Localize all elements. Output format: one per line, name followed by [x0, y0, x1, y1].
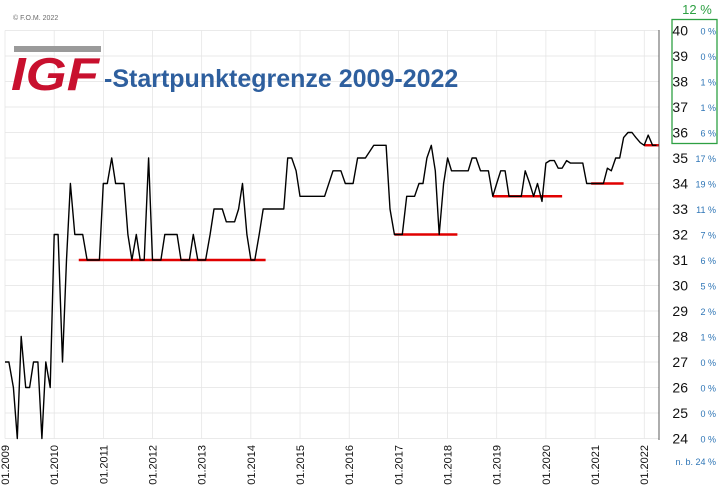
chart-title: -Startpunktegrenze 2009-2022 [104, 65, 458, 93]
logo: IGF [11, 46, 101, 100]
percent-label: 0 % [700, 27, 716, 37]
percent-label: 1 % [700, 78, 716, 88]
x-tick-label: 01.2011 [98, 445, 110, 484]
y-tick-label: 36 [672, 125, 688, 141]
percent-label: 11 % [696, 205, 716, 215]
y-tick-label: 29 [672, 303, 688, 319]
y-tick-label: 32 [672, 227, 688, 243]
x-tick-label: 01.2017 [393, 445, 405, 485]
percent-header: 12 % [682, 2, 712, 17]
y-tick-label: 35 [672, 150, 688, 166]
percent-label: 19 % [695, 180, 716, 190]
x-tick-label: 01.2015 [295, 445, 307, 485]
percent-label: 0 % [700, 409, 716, 419]
y-tick-label: 34 [672, 176, 688, 192]
y-tick-label: 30 [672, 278, 688, 294]
y-tick-label: 25 [672, 405, 688, 421]
x-tick-label: 01.2021 [590, 445, 602, 485]
highlight-box [671, 18, 718, 145]
threshold-segments [78, 144, 659, 262]
y-tick-label: 24 [672, 431, 688, 447]
x-tick-label: 01.2019 [492, 445, 504, 485]
percent-label: 6 % [700, 129, 716, 139]
y-tick-label: 33 [672, 201, 688, 217]
percent-labels: 0 % 0 % 1 % 1 % 6 % 17 % 19 % 11 % 7 % 6 % 5 % 2 % 1… [695, 27, 716, 445]
x-tick-label: 01.2010 [49, 445, 61, 485]
x-tick-label: 01.2012 [148, 445, 160, 485]
y-tick-label: 39 [672, 48, 688, 64]
percent-label: 2 % [700, 307, 716, 317]
y-tick-label: 27 [672, 354, 688, 370]
y-tick-label: 40 [672, 23, 688, 39]
y-tick-labels: 40 39 38 37 36 35 34 33 32 31 30 29 28 27 26 25 24 [672, 23, 688, 447]
logo-bar [14, 46, 101, 52]
x-tick-label: 01.2009 [0, 445, 12, 485]
copyright-text: © F.O.M. 2022 [13, 14, 58, 22]
percent-highlight [671, 18, 718, 145]
percent-label: 1 % [700, 103, 716, 113]
percent-label: 1 % [700, 333, 716, 343]
y-tick-label: 26 [672, 380, 688, 396]
x-tick-label: 01.2020 [541, 445, 553, 485]
percent-label: 0 % [700, 435, 716, 445]
logo-text: IGF [11, 48, 101, 100]
percent-label: 5 % [700, 282, 716, 292]
y-tick-label: 37 [672, 99, 688, 115]
x-tick-label: 01.2016 [344, 445, 356, 485]
y-tick-label: 28 [672, 329, 688, 345]
percent-label: 0 % [700, 384, 716, 394]
percent-footer: n. b. 24 % [675, 457, 716, 467]
percent-label: 6 % [700, 256, 716, 266]
percent-label: 0 % [700, 52, 716, 62]
percent-label: 17 % [695, 154, 716, 164]
chart-grid [4, 30, 659, 439]
x-tick-labels: 01.2009 01.2010 01.2011 01.2012 01.2013 01.20… [0, 445, 651, 485]
y-tick-label: 38 [672, 74, 688, 90]
x-tick-label: 01.2022 [639, 445, 651, 485]
x-tick-label: 01.2014 [246, 445, 258, 485]
x-tick-label: 01.2018 [443, 445, 455, 485]
x-tick-label: 01.2013 [197, 445, 209, 485]
percent-label: 0 % [700, 358, 716, 368]
y-tick-label: 31 [672, 252, 688, 268]
series-line-startpunkte [5, 131, 657, 440]
percent-label: 7 % [700, 231, 716, 241]
